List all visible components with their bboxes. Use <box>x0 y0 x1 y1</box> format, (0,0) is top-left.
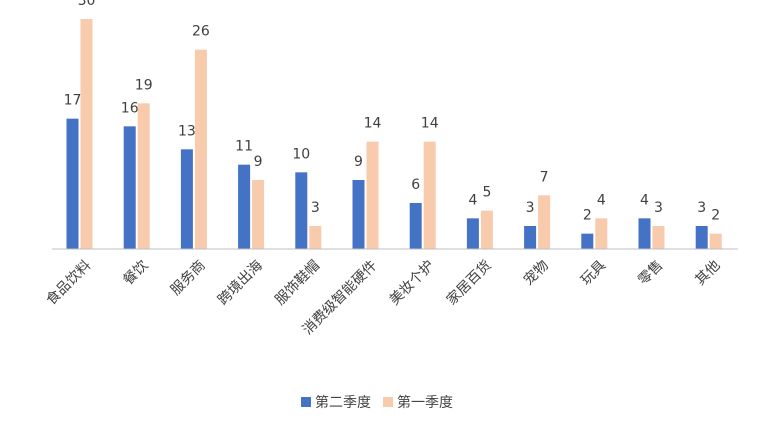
bar-series-1-2 <box>123 126 136 249</box>
data-label-series-1-2: 16 <box>121 100 139 116</box>
legend: 第二季度 第一季度 <box>0 392 760 412</box>
bar-series-1-1 <box>66 118 79 250</box>
bar-series-2-2 <box>137 103 150 249</box>
x-tick-label-4: 跨境出海 <box>215 258 266 309</box>
data-label-series-2-2: 19 <box>135 77 153 93</box>
bar-series-1-6 <box>352 180 365 249</box>
x-tick-label-2: 餐饮 <box>120 258 151 289</box>
data-label-series-2-9: 7 <box>540 169 549 185</box>
bar-series-2-1 <box>80 19 93 249</box>
data-label-series-1-4: 11 <box>235 139 253 155</box>
data-label-series-1-8: 4 <box>468 192 477 208</box>
data-label-series-1-3: 13 <box>178 123 196 139</box>
bar-series-2-4 <box>252 180 265 249</box>
x-tick-label-9: 宠物 <box>521 258 552 289</box>
legend-label-series-2: 第一季度 <box>397 395 453 411</box>
bar-series-2-6 <box>366 141 379 249</box>
bar-series-1-4 <box>238 164 251 249</box>
x-tick-label-10: 玩具 <box>578 258 609 289</box>
data-label-series-1-1: 17 <box>64 93 82 109</box>
x-tick-label-12: 其他 <box>692 258 723 289</box>
legend-item-series-2: 第一季度 <box>383 392 453 412</box>
bar-series-1-8 <box>466 218 479 249</box>
data-label-series-2-6: 14 <box>364 116 382 132</box>
data-label-series-2-8: 5 <box>482 185 491 201</box>
data-label-series-2-4: 9 <box>254 154 263 170</box>
bar-series-1-5 <box>295 172 308 249</box>
data-label-series-1-7: 6 <box>411 177 420 193</box>
legend-swatch-series-2 <box>383 397 393 407</box>
data-label-series-1-9: 3 <box>526 200 535 216</box>
bar-series-1-3 <box>180 149 193 249</box>
data-label-series-2-3: 26 <box>192 24 210 40</box>
data-label-series-1-10: 2 <box>583 208 592 224</box>
data-label-series-2-12: 2 <box>711 208 720 224</box>
bar-series-2-8 <box>480 210 493 249</box>
data-label-series-2-7: 14 <box>421 116 439 132</box>
bar-series-1-10 <box>581 233 594 249</box>
bar-series-2-12 <box>709 233 722 249</box>
legend-swatch-series-1 <box>301 397 311 407</box>
bar-series-2-11 <box>652 226 665 249</box>
x-tick-label-8: 家居百货 <box>443 257 495 309</box>
data-label-series-1-5: 10 <box>292 146 310 162</box>
data-label-series-2-11: 3 <box>654 200 663 216</box>
x-tick-label-11: 零售 <box>635 258 666 289</box>
bar-series-2-3 <box>194 49 207 249</box>
bar-series-1-7 <box>409 203 422 249</box>
x-tick-label-3: 服务商 <box>168 258 209 299</box>
data-label-series-2-1: 30 <box>78 0 96 9</box>
data-label-series-1-6: 9 <box>354 154 363 170</box>
data-label-series-1-12: 3 <box>697 200 706 216</box>
bar-series-1-12 <box>695 226 708 249</box>
data-label-series-2-5: 3 <box>311 200 320 216</box>
data-label-series-2-10: 4 <box>597 192 606 208</box>
legend-label-series-1: 第二季度 <box>315 395 371 411</box>
x-tick-label-7: 美妆个护 <box>387 258 438 309</box>
x-tick-label-5: 服饰鞋帽 <box>272 258 323 309</box>
bar-series-1-11 <box>638 218 651 249</box>
bar-series-2-7 <box>423 141 436 249</box>
x-tick-label-1: 食品饮料 <box>43 257 95 309</box>
bar-series-2-5 <box>309 226 322 249</box>
legend-item-series-1: 第二季度 <box>301 392 371 412</box>
bar-series-1-9 <box>524 226 537 249</box>
bar-series-2-9 <box>538 195 551 249</box>
bar-series-2-10 <box>595 218 608 249</box>
data-label-series-1-11: 4 <box>640 192 649 208</box>
